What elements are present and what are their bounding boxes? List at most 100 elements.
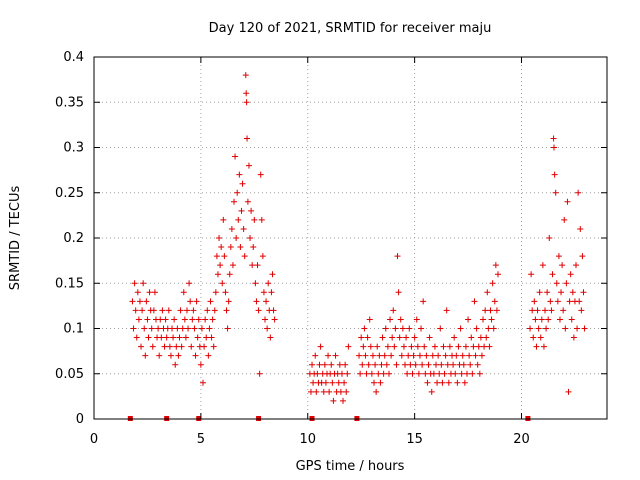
data-point bbox=[212, 289, 219, 296]
axis-ticks: 0 5 10 15 20 0 0.05 0.1 0.15 0.2 0.25 0.3 0.35 0.4 bbox=[55, 50, 607, 447]
data-point bbox=[175, 352, 182, 359]
data-point bbox=[528, 271, 535, 278]
data-point bbox=[407, 361, 414, 368]
data-point bbox=[336, 361, 343, 368]
data-point bbox=[529, 307, 536, 314]
data-point bbox=[424, 379, 431, 386]
data-point bbox=[136, 298, 143, 305]
data-point bbox=[203, 334, 210, 341]
data-point bbox=[256, 370, 263, 377]
grid bbox=[94, 57, 607, 419]
data-point bbox=[141, 325, 148, 332]
data-point bbox=[461, 379, 468, 386]
data-point bbox=[335, 379, 342, 386]
data-point bbox=[420, 298, 427, 305]
data-point bbox=[189, 316, 196, 323]
x-tick-label: 15 bbox=[406, 432, 423, 447]
data-point bbox=[270, 307, 277, 314]
y-tick-label: 0.1 bbox=[63, 322, 84, 337]
data-point bbox=[181, 316, 188, 323]
data-point bbox=[202, 316, 209, 323]
data-point bbox=[385, 370, 392, 377]
data-point bbox=[473, 325, 480, 332]
data-point bbox=[239, 180, 246, 187]
data-point bbox=[330, 397, 337, 404]
data-point bbox=[229, 262, 236, 269]
data-point bbox=[241, 253, 248, 260]
data-point bbox=[474, 361, 481, 368]
data-point bbox=[538, 316, 545, 323]
data-point bbox=[140, 280, 147, 287]
data-point bbox=[255, 307, 262, 314]
data-point bbox=[177, 307, 184, 314]
data-point bbox=[317, 343, 324, 350]
data-point bbox=[191, 325, 198, 332]
data-point bbox=[376, 352, 383, 359]
data-point bbox=[157, 316, 164, 323]
data-point bbox=[186, 280, 193, 287]
data-point bbox=[493, 307, 500, 314]
data-point bbox=[338, 370, 345, 377]
data-point bbox=[552, 189, 559, 196]
data-point bbox=[221, 253, 228, 260]
data-point bbox=[537, 334, 544, 341]
data-point bbox=[243, 90, 250, 97]
data-point bbox=[459, 352, 466, 359]
data-point bbox=[148, 325, 155, 332]
data-point bbox=[243, 99, 250, 106]
data-point bbox=[466, 352, 473, 359]
data-point bbox=[193, 298, 200, 305]
data-point bbox=[581, 325, 588, 332]
data-point bbox=[476, 370, 483, 377]
data-point bbox=[404, 370, 411, 377]
data-point bbox=[565, 388, 572, 395]
data-point bbox=[409, 370, 416, 377]
data-point bbox=[208, 334, 215, 341]
data-point bbox=[374, 343, 381, 350]
data-point bbox=[484, 289, 491, 296]
data-point bbox=[245, 162, 252, 169]
data-point bbox=[368, 370, 375, 377]
data-point bbox=[163, 334, 170, 341]
data-point bbox=[250, 244, 257, 251]
data-point bbox=[198, 325, 205, 332]
data-point bbox=[442, 352, 449, 359]
data-point bbox=[444, 361, 451, 368]
data-point bbox=[340, 397, 347, 404]
data-point bbox=[146, 289, 153, 296]
data-point bbox=[441, 370, 448, 377]
data-point bbox=[205, 352, 212, 359]
data-point bbox=[372, 361, 379, 368]
data-point bbox=[310, 379, 317, 386]
data-point bbox=[422, 370, 429, 377]
data-point bbox=[271, 316, 278, 323]
data-point bbox=[233, 235, 240, 241]
data-point bbox=[232, 153, 239, 160]
data-point bbox=[365, 361, 372, 368]
data-point bbox=[329, 379, 336, 386]
data-point bbox=[413, 316, 420, 323]
data-point bbox=[373, 388, 380, 395]
data-point bbox=[469, 370, 476, 377]
data-point bbox=[430, 370, 437, 377]
data-point bbox=[174, 325, 181, 332]
data-point bbox=[173, 343, 180, 350]
data-point bbox=[332, 352, 339, 359]
data-point bbox=[486, 343, 493, 350]
data-point bbox=[408, 343, 415, 350]
data-point bbox=[237, 244, 244, 251]
data-point bbox=[390, 307, 397, 314]
data-point bbox=[249, 262, 256, 269]
data-point bbox=[248, 207, 255, 214]
data-point bbox=[142, 352, 149, 359]
data-point bbox=[533, 343, 540, 350]
data-point bbox=[535, 325, 542, 332]
data-point bbox=[419, 361, 426, 368]
data-point bbox=[197, 361, 204, 368]
data-point bbox=[235, 216, 242, 223]
data-point bbox=[129, 298, 136, 305]
data-point bbox=[150, 307, 157, 314]
data-point bbox=[258, 216, 265, 223]
data-point bbox=[219, 280, 226, 287]
data-point bbox=[435, 352, 442, 359]
